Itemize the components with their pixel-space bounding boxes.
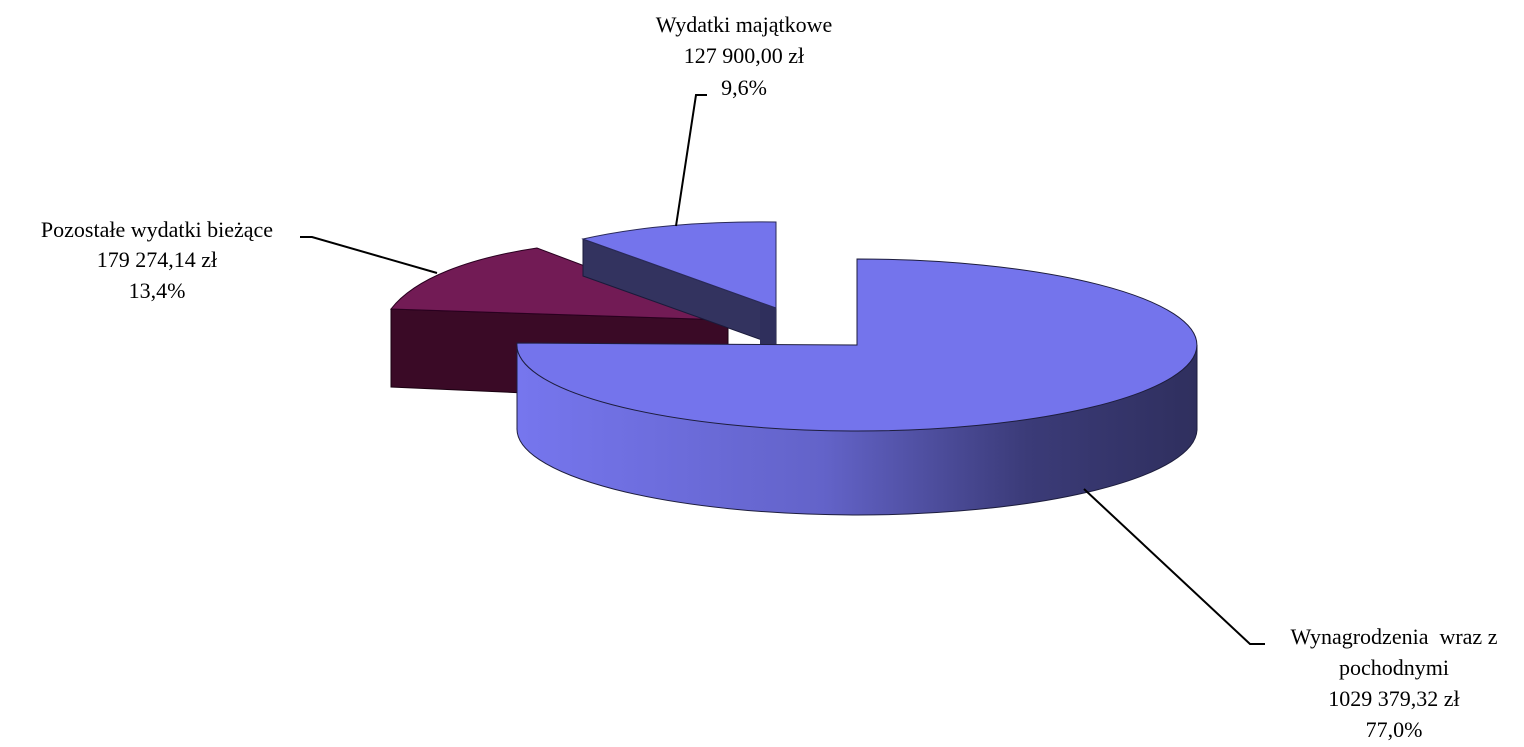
leader-line-pozostale	[300, 236, 438, 274]
data-label-pozostale-name: Pozostałe wydatki bieżące	[41, 217, 273, 242]
pie-slice-wynagrodzenia	[516, 258, 1198, 516]
data-label-wynagrodzenia-name-line1: Wynagrodzenia wraz z	[1291, 624, 1498, 649]
data-label-majatkowe-amount: 127 900,00 zł	[684, 43, 804, 68]
data-label-wynagrodzenia-percent: 77,0%	[1366, 717, 1423, 742]
leader-line-majatkowe	[675, 94, 707, 227]
data-label-wynagrodzenia-name-line2: pochodnymi	[1339, 655, 1449, 680]
data-label-wynagrodzenia-amount: 1029 379,32 zł	[1328, 686, 1459, 711]
data-label-pozostale-percent: 13,4%	[129, 278, 186, 303]
pie-slice-wynagrodzenia-top	[516, 258, 1198, 432]
data-label-wynagrodzenia: Wynagrodzenia wraz z pochodnymi 1029 379…	[1291, 624, 1498, 742]
leader-lines	[300, 94, 1265, 645]
data-label-majatkowe: Wydatki majątkowe 127 900,00 zł 9,6%	[656, 12, 832, 100]
data-label-majatkowe-percent: 9,6%	[721, 75, 767, 100]
data-label-pozostale-amount: 179 274,14 zł	[97, 247, 217, 272]
data-label-pozostale: Pozostałe wydatki bieżące 179 274,14 zł …	[41, 217, 273, 303]
data-label-majatkowe-name: Wydatki majątkowe	[656, 12, 832, 37]
leader-line-wynagrodzenia	[1083, 488, 1265, 645]
pie-slice-pozostale-top	[390, 247, 729, 321]
